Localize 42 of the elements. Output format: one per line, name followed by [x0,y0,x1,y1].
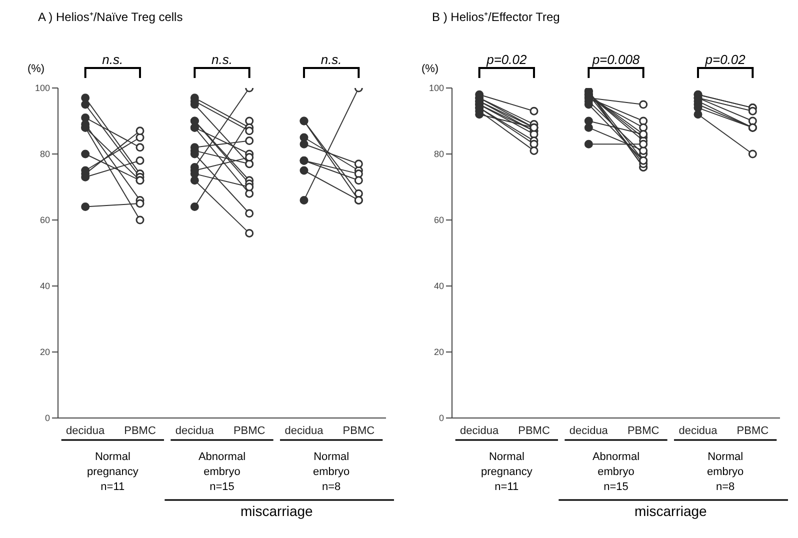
text: Normal pregnancy n=11 [480,451,533,493]
x-tick-label: PBMC [124,424,156,437]
y-tick-label: 20 [434,347,444,358]
y-tick-label: 40 [40,281,50,292]
y-tick-label: 60 [434,215,444,226]
x-tick-label: decidua [66,424,106,437]
text: n.s. [102,52,124,67]
text: Normal embryo n=8 [312,451,350,493]
text: p=0.008 [591,52,640,67]
y-axis-title: (%) [421,63,439,75]
x-tick-label: decidua [460,424,500,437]
y-tick-label: 60 [40,215,50,226]
y-tick-label: 80 [434,149,444,160]
text: miscarriage [240,503,314,519]
text: Abnormal embryo n=15 [198,451,246,493]
y-tick-label: 40 [434,281,444,292]
x-tick-label: decidua [284,424,324,437]
x-tick-label: PBMC [518,424,550,437]
x-tick-label: PBMC [342,424,375,437]
y-axis-title: (%) [27,63,45,75]
text: Normal embryo n=8 [706,451,744,493]
y-tick-label: 100 [34,83,50,94]
x-tick-label: decidua [175,424,215,437]
text: n.s. [212,52,232,67]
y-tick-label: 0 [438,413,444,424]
x-tick-label: PBMC [233,424,266,437]
x-tick-label: decidua [678,424,718,437]
y-tick-label: 80 [40,149,50,160]
y-tick-label: 100 [428,83,444,94]
chart-title: A ) Helios⁺/Naïve Treg cells [38,9,183,25]
chart-title: B ) Helios⁺/Effector Treg [432,9,560,25]
text: Normal pregnancy n=11 [86,451,139,493]
x-tick-label: decidua [569,424,609,437]
text: n.s. [320,52,342,67]
y-tick-label: 0 [44,413,50,424]
x-tick-label: PBMC [627,424,660,437]
text: p=0.02 [704,52,746,67]
x-tick-label: PBMC [736,424,769,437]
y-tick-label: 20 [40,347,50,358]
text: Abnormal embryo n=15 [592,451,640,493]
text: p=0.02 [486,52,528,67]
text: miscarriage [634,503,708,519]
